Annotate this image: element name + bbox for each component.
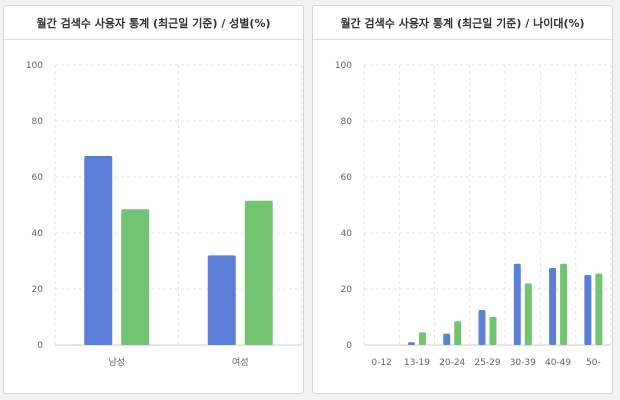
- y-tick-label: 0: [346, 341, 352, 351]
- y-tick-label: 20: [32, 285, 44, 295]
- y-tick-label: 60: [341, 173, 353, 183]
- bar-13-19-series-1[interactable]: [407, 342, 415, 345]
- y-tick-label: 40: [341, 229, 353, 239]
- category-label: 여성: [232, 356, 249, 368]
- y-tick-label: 80: [341, 117, 353, 127]
- bar-여성-series-2[interactable]: [244, 200, 273, 345]
- category-label: 25-29: [474, 358, 500, 368]
- bar-30-39-series-1[interactable]: [513, 263, 521, 345]
- bar-40-49-series-1[interactable]: [549, 268, 557, 345]
- bar-40-49-series-2[interactable]: [560, 263, 568, 345]
- bar-50--series-1[interactable]: [584, 275, 592, 345]
- y-tick-label: 100: [335, 61, 352, 71]
- category-label: 0-12: [371, 358, 391, 368]
- y-tick-label: 100: [26, 61, 43, 71]
- bar-남성-series-2[interactable]: [121, 209, 150, 345]
- age-chart-panel: 월간 검색수 사용자 통계 (최근일 기준) / 나이대(%) 0 20 40 60 8…: [312, 5, 613, 394]
- bar-30-39-series-2[interactable]: [524, 283, 532, 345]
- bar-여성-series-1[interactable]: [207, 255, 236, 345]
- y-tick-label: 40: [32, 229, 44, 239]
- gender-chart-panel: 월간 검색수 사용자 통계 (최근일 기준) / 성별(%) 0 20 40 60 80…: [3, 5, 304, 394]
- bar-남성-series-1[interactable]: [84, 156, 113, 345]
- y-tick-label: 20: [341, 285, 353, 295]
- bar-13-19-series-2[interactable]: [418, 332, 426, 345]
- bar-20-24-series-1[interactable]: [443, 333, 451, 345]
- bar-20-24-series-2[interactable]: [454, 321, 462, 345]
- bar-25-29-series-1[interactable]: [478, 310, 486, 345]
- category-label: 40-49: [545, 358, 571, 368]
- category-label: 남성: [108, 357, 125, 368]
- gender-chart-title: 월간 검색수 사용자 통계 (최근일 기준) / 성별(%): [4, 6, 303, 40]
- bar-50--series-2[interactable]: [595, 273, 603, 345]
- category-label: 13-19: [404, 358, 430, 368]
- category-label: 20-24: [439, 358, 465, 368]
- y-tick-label: 60: [32, 173, 44, 183]
- age-chart: 0 20 40 60 80 100 0-12 13-19 20-24 25-29 30-39 40-4…: [335, 61, 612, 368]
- age-chart-title: 월간 검색수 사용자 통계 (최근일 기준) / 나이대(%): [313, 6, 612, 40]
- y-tick-label: 0: [37, 341, 43, 351]
- category-label: 50-: [586, 358, 601, 368]
- gender-chart: 0 20 40 60 80 100 남성 여성: [26, 61, 303, 368]
- y-tick-label: 80: [32, 117, 44, 127]
- category-label: 30-39: [510, 358, 536, 368]
- bar-25-29-series-2[interactable]: [489, 317, 497, 345]
